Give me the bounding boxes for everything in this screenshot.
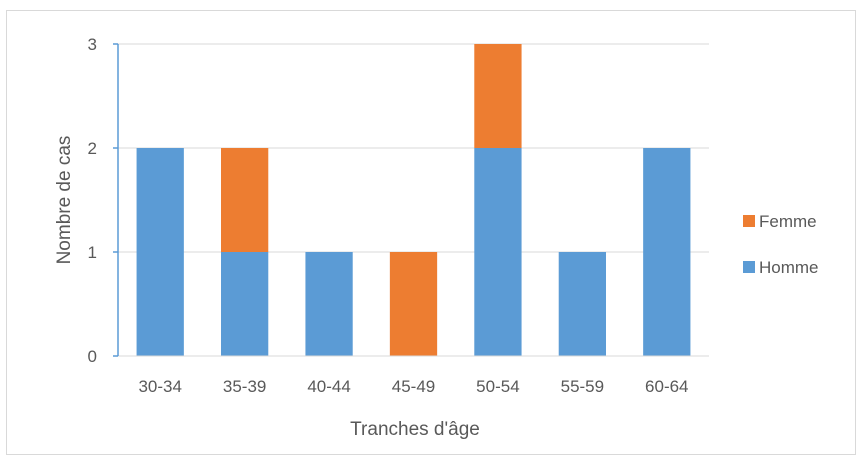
legend-label-femme: Femme — [759, 212, 817, 231]
legend: Femme Homme — [743, 212, 819, 277]
y-tick-label: 0 — [88, 347, 97, 366]
x-axis-title: Tranches d'âge — [350, 419, 480, 440]
bar-homme-60-64 — [643, 148, 691, 356]
bars — [136, 44, 691, 356]
legend-label-homme: Homme — [759, 258, 819, 277]
x-tick-label: 45-49 — [392, 377, 435, 396]
x-tick-label: 40-44 — [307, 377, 350, 396]
bar-femme-50-54 — [474, 44, 522, 148]
y-tick-label: 2 — [88, 139, 97, 158]
gridlines — [118, 43, 709, 253]
bar-homme-40-44 — [305, 252, 353, 356]
bar-homme-55-59 — [558, 252, 606, 356]
legend-swatch-homme — [743, 261, 755, 273]
bar-homme-30-34 — [136, 148, 184, 356]
y-tick-labels: 0 1 2 3 — [88, 35, 97, 366]
bar-femme-35-39 — [221, 148, 269, 252]
legend-swatch-femme — [743, 215, 755, 227]
x-tick-label: 30-34 — [138, 377, 181, 396]
y-axis-title: Nombre de cas — [54, 136, 75, 265]
y-tick-label: 1 — [88, 243, 97, 262]
x-tick-label: 55-59 — [561, 377, 604, 396]
x-tick-label: 60-64 — [645, 377, 688, 396]
x-tick-label: 35-39 — [223, 377, 266, 396]
bar-homme-35-39 — [221, 252, 269, 356]
bar-femme-45-49 — [389, 252, 438, 356]
bar-homme-50-54 — [474, 148, 522, 356]
x-tick-labels: 30-34 35-39 40-44 45-49 50-54 55-59 60-64 — [138, 377, 688, 396]
axes — [113, 43, 709, 357]
y-tick-label: 3 — [88, 35, 97, 54]
x-tick-label: 50-54 — [476, 377, 519, 396]
